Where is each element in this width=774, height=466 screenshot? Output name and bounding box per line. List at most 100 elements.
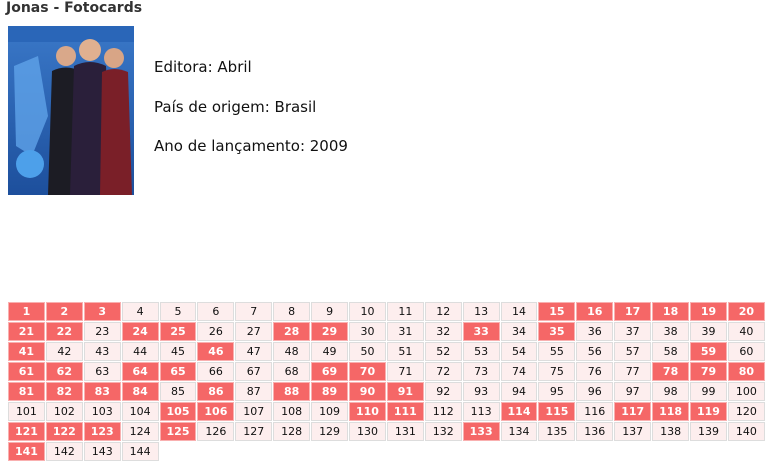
sticker-cell[interactable]: 102	[45, 402, 83, 421]
sticker-cell[interactable]: 59	[690, 342, 727, 361]
sticker-cell[interactable]: 52	[424, 342, 462, 361]
sticker-cell[interactable]: 4	[121, 302, 159, 321]
sticker-cell[interactable]: 120	[727, 402, 765, 421]
sticker-cell[interactable]: 72	[424, 362, 462, 381]
sticker-cell[interactable]: 15	[538, 302, 576, 321]
sticker-cell[interactable]: 14	[500, 302, 538, 321]
sticker-cell[interactable]: 65	[159, 362, 197, 381]
sticker-cell[interactable]: 28	[273, 322, 311, 341]
sticker-cell[interactable]: 128	[273, 422, 311, 441]
sticker-cell[interactable]: 85	[159, 382, 197, 401]
sticker-cell[interactable]: 51	[386, 342, 424, 361]
sticker-cell[interactable]: 139	[690, 422, 727, 441]
sticker-cell[interactable]: 58	[652, 342, 690, 361]
sticker-cell[interactable]: 127	[235, 422, 273, 441]
sticker-cell[interactable]: 100	[727, 382, 765, 401]
sticker-cell[interactable]: 2	[45, 302, 83, 321]
sticker-cell[interactable]: 56	[576, 342, 614, 361]
sticker-cell[interactable]: 129	[311, 422, 349, 441]
sticker-cell[interactable]: 21	[8, 322, 45, 341]
sticker-cell[interactable]: 8	[273, 302, 311, 321]
sticker-cell[interactable]: 140	[727, 422, 765, 441]
sticker-cell[interactable]: 90	[349, 382, 386, 401]
sticker-cell[interactable]: 91	[386, 382, 424, 401]
sticker-cell[interactable]: 71	[386, 362, 424, 381]
sticker-cell[interactable]: 3	[83, 302, 121, 321]
sticker-cell[interactable]: 33	[462, 322, 500, 341]
sticker-cell[interactable]: 121	[8, 422, 45, 441]
sticker-cell[interactable]: 67	[235, 362, 273, 381]
sticker-cell[interactable]: 34	[500, 322, 538, 341]
sticker-cell[interactable]: 106	[197, 402, 235, 421]
sticker-cell[interactable]: 143	[83, 442, 121, 461]
sticker-cell[interactable]: 43	[83, 342, 121, 361]
sticker-cell[interactable]: 116	[576, 402, 614, 421]
sticker-cell[interactable]: 103	[83, 402, 121, 421]
sticker-cell[interactable]: 47	[235, 342, 273, 361]
sticker-cell[interactable]: 96	[576, 382, 614, 401]
sticker-cell[interactable]: 40	[727, 322, 765, 341]
sticker-cell[interactable]: 80	[727, 362, 765, 381]
sticker-cell[interactable]: 105	[159, 402, 197, 421]
sticker-cell[interactable]: 117	[614, 402, 652, 421]
sticker-cell[interactable]: 119	[690, 402, 727, 421]
sticker-cell[interactable]: 41	[8, 342, 45, 361]
sticker-cell[interactable]: 38	[652, 322, 690, 341]
sticker-cell[interactable]: 27	[235, 322, 273, 341]
sticker-cell[interactable]: 1	[8, 302, 45, 321]
sticker-cell[interactable]: 39	[690, 322, 727, 341]
sticker-cell[interactable]: 12	[424, 302, 462, 321]
sticker-cell[interactable]: 84	[121, 382, 159, 401]
sticker-cell[interactable]: 26	[197, 322, 235, 341]
sticker-cell[interactable]: 16	[576, 302, 614, 321]
sticker-cell[interactable]: 81	[8, 382, 45, 401]
sticker-cell[interactable]: 45	[159, 342, 197, 361]
sticker-cell[interactable]: 22	[45, 322, 83, 341]
sticker-cell[interactable]: 89	[311, 382, 349, 401]
sticker-cell[interactable]: 7	[235, 302, 273, 321]
sticker-cell[interactable]: 9	[311, 302, 349, 321]
sticker-cell[interactable]: 134	[500, 422, 538, 441]
sticker-cell[interactable]: 99	[690, 382, 727, 401]
sticker-cell[interactable]: 144	[121, 442, 159, 461]
sticker-cell[interactable]: 18	[652, 302, 690, 321]
sticker-cell[interactable]: 112	[424, 402, 462, 421]
sticker-cell[interactable]: 93	[462, 382, 500, 401]
sticker-cell[interactable]: 29	[311, 322, 349, 341]
sticker-cell[interactable]: 122	[45, 422, 83, 441]
sticker-cell[interactable]: 69	[311, 362, 349, 381]
sticker-cell[interactable]: 68	[273, 362, 311, 381]
sticker-cell[interactable]: 108	[273, 402, 311, 421]
sticker-cell[interactable]: 76	[576, 362, 614, 381]
sticker-cell[interactable]: 30	[349, 322, 386, 341]
sticker-cell[interactable]: 131	[386, 422, 424, 441]
sticker-cell[interactable]: 48	[273, 342, 311, 361]
sticker-cell[interactable]: 86	[197, 382, 235, 401]
sticker-cell[interactable]: 23	[83, 322, 121, 341]
sticker-cell[interactable]: 79	[690, 362, 727, 381]
sticker-cell[interactable]: 132	[424, 422, 462, 441]
sticker-cell[interactable]: 49	[311, 342, 349, 361]
sticker-cell[interactable]: 5	[159, 302, 197, 321]
sticker-cell[interactable]: 124	[121, 422, 159, 441]
sticker-cell[interactable]: 19	[690, 302, 727, 321]
sticker-cell[interactable]: 6	[197, 302, 235, 321]
sticker-cell[interactable]: 87	[235, 382, 273, 401]
sticker-cell[interactable]: 62	[45, 362, 83, 381]
sticker-cell[interactable]: 77	[614, 362, 652, 381]
sticker-cell[interactable]: 82	[45, 382, 83, 401]
sticker-cell[interactable]: 135	[538, 422, 576, 441]
sticker-cell[interactable]: 78	[652, 362, 690, 381]
sticker-cell[interactable]: 37	[614, 322, 652, 341]
sticker-cell[interactable]: 109	[311, 402, 349, 421]
sticker-cell[interactable]: 98	[652, 382, 690, 401]
sticker-cell[interactable]: 42	[45, 342, 83, 361]
sticker-cell[interactable]: 101	[8, 402, 45, 421]
sticker-cell[interactable]: 31	[386, 322, 424, 341]
sticker-cell[interactable]: 53	[462, 342, 500, 361]
sticker-cell[interactable]: 130	[349, 422, 386, 441]
sticker-cell[interactable]: 92	[424, 382, 462, 401]
sticker-cell[interactable]: 25	[159, 322, 197, 341]
sticker-cell[interactable]: 54	[500, 342, 538, 361]
sticker-cell[interactable]: 133	[462, 422, 500, 441]
